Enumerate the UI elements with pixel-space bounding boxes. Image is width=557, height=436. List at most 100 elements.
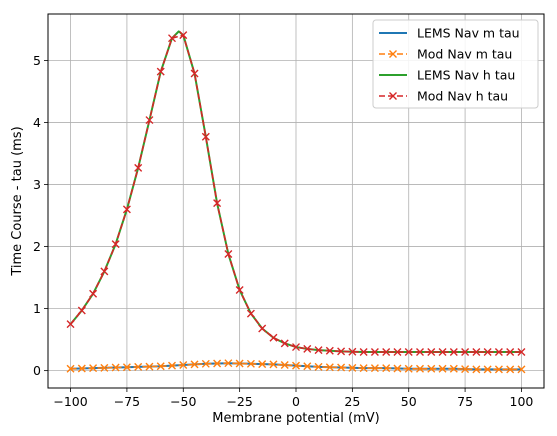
- data-point: [190, 360, 199, 369]
- x-tick-label: 100: [510, 394, 534, 409]
- data-point: [134, 163, 143, 172]
- series-2: [66, 359, 526, 374]
- data-point: [201, 359, 210, 368]
- legend-item: LEMS Nav m tau: [379, 26, 520, 41]
- data-point: [404, 364, 413, 373]
- data-point: [472, 348, 481, 357]
- data-point: [224, 250, 233, 259]
- legend-label: LEMS Nav h tau: [417, 68, 515, 83]
- data-point: [89, 289, 98, 298]
- data-point: [348, 363, 357, 372]
- data-point: [66, 364, 75, 373]
- data-point: [179, 31, 188, 40]
- data-point: [235, 286, 244, 294]
- data-point: [359, 348, 368, 357]
- legend-label: LEMS Nav m tau: [417, 26, 520, 41]
- data-point: [370, 364, 379, 373]
- data-point: [472, 365, 481, 374]
- data-point: [517, 365, 526, 374]
- data-point: [506, 348, 515, 357]
- y-axis-label: Time Course - tau (ms): [10, 126, 25, 276]
- x-tick-label: 50: [401, 394, 417, 409]
- data-point: [393, 348, 402, 357]
- data-point: [427, 364, 436, 373]
- data-point: [77, 306, 86, 315]
- data-point: [168, 34, 176, 43]
- data-point: [190, 69, 199, 78]
- data-point: [416, 364, 424, 373]
- y-tick-label: 0: [33, 363, 41, 378]
- data-point: [483, 348, 492, 357]
- data-point: [303, 362, 312, 371]
- data-point: [201, 132, 210, 141]
- legend-label: Mod Nav m tau: [417, 47, 512, 62]
- data-point: [89, 364, 98, 373]
- data-point: [280, 361, 289, 370]
- data-point: [483, 365, 492, 374]
- data-point: [111, 240, 120, 249]
- legend-label: Mod Nav h tau: [417, 89, 508, 104]
- data-point: [168, 361, 176, 370]
- data-point: [382, 348, 391, 357]
- data-point: [325, 363, 334, 372]
- legend-item: Mod Nav h tau: [379, 89, 508, 104]
- data-point: [77, 364, 86, 373]
- x-tick-label: 75: [457, 394, 473, 409]
- x-tick-label: −50: [170, 394, 196, 409]
- legend-box: [372, 19, 539, 109]
- data-point: [461, 348, 470, 357]
- data-point: [506, 365, 515, 374]
- data-point: [156, 67, 165, 76]
- data-point: [145, 362, 154, 371]
- data-point: [427, 348, 436, 357]
- data-point: [66, 320, 75, 329]
- data-point: [404, 348, 413, 357]
- series-layer: [66, 30, 526, 374]
- x-tick-label: −100: [53, 394, 87, 409]
- data-point: [314, 362, 323, 371]
- data-point: [145, 116, 154, 125]
- data-point: [269, 360, 278, 369]
- data-point: [258, 360, 267, 369]
- data-point: [235, 359, 244, 368]
- series-4: [66, 31, 526, 357]
- data-point: [337, 363, 346, 372]
- data-point: [382, 364, 391, 373]
- data-point: [258, 324, 267, 333]
- x-axis-label: Membrane potential (mV): [212, 411, 379, 426]
- data-point: [337, 347, 346, 356]
- legend: LEMS Nav m tau Mod Nav m tau LEMS Nav h ta…: [372, 19, 539, 109]
- data-point: [100, 363, 109, 372]
- series-line: [69, 34, 522, 353]
- data-point: [292, 343, 300, 352]
- data-point: [449, 364, 458, 373]
- data-point: [517, 348, 526, 357]
- y-tick-label: 3: [33, 177, 41, 192]
- data-point: [494, 348, 503, 357]
- y-tick-label: 4: [33, 115, 41, 130]
- data-point: [280, 339, 289, 348]
- data-point: [494, 365, 503, 374]
- legend-item: Mod Nav m tau: [379, 47, 512, 62]
- data-point: [393, 364, 402, 373]
- legend-marker: [389, 50, 397, 58]
- y-tick-label: 2: [33, 239, 41, 254]
- data-point: [246, 359, 255, 368]
- data-point: [246, 309, 255, 318]
- data-point: [438, 348, 447, 357]
- data-point: [134, 362, 143, 371]
- data-point: [370, 348, 379, 357]
- data-point: [122, 363, 131, 372]
- axis-ticks: −100 −75 −50 −25 0 25 50 75 100 0 1 2 3 4 5: [33, 53, 533, 409]
- data-point: [359, 364, 368, 373]
- data-point: [348, 347, 357, 356]
- data-point: [224, 359, 233, 368]
- data-point: [269, 333, 278, 342]
- data-point: [314, 346, 323, 355]
- data-point: [156, 362, 165, 371]
- data-point: [213, 199, 222, 208]
- data-point: [179, 361, 188, 370]
- data-point: [292, 361, 300, 370]
- data-point: [325, 346, 334, 355]
